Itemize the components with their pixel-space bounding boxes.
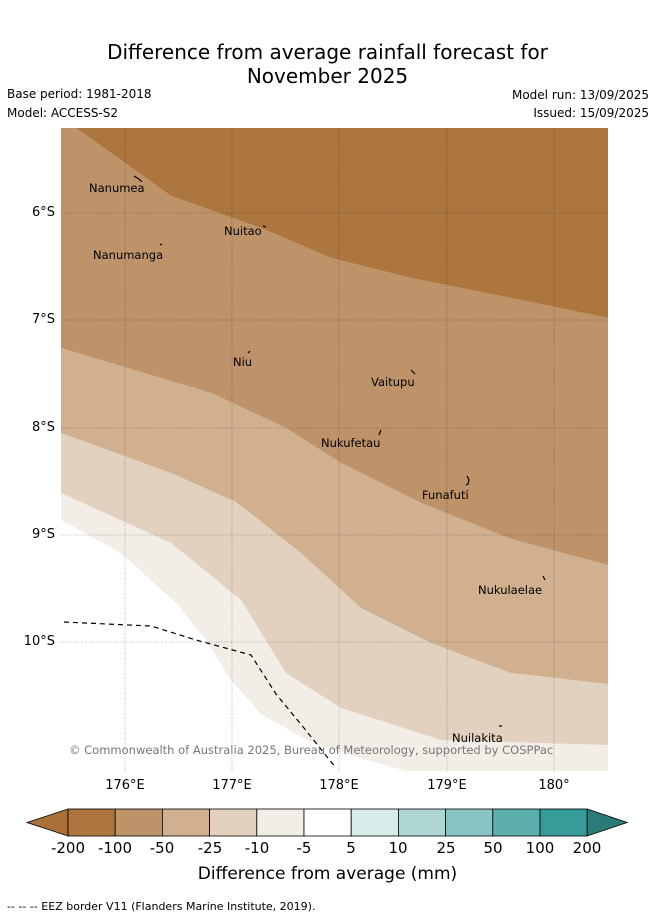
lon-label: 178°E xyxy=(319,778,359,793)
colorbar-tick: 10 xyxy=(388,839,408,857)
place-label: Niu xyxy=(233,355,252,369)
lat-label: 6°S xyxy=(31,205,55,220)
colorbar xyxy=(26,808,629,837)
colorbar-tick: 200 xyxy=(572,839,602,857)
colorbar-tick: -50 xyxy=(149,839,175,857)
colorbar-tick: -100 xyxy=(97,839,133,857)
colorbar-segment xyxy=(539,808,588,837)
place-label: Nanumanga xyxy=(93,248,163,262)
colorbar-segment xyxy=(67,808,116,837)
island-nukufetau xyxy=(378,429,382,436)
lat-label: 7°S xyxy=(31,312,55,327)
colorbar-tick: 50 xyxy=(483,839,503,857)
islands xyxy=(133,175,546,727)
lon-label: 179°E xyxy=(427,778,467,793)
colorbar-tick: 25 xyxy=(436,839,456,857)
eez-footnote: -- -- -- EEZ border V11 (Flanders Marine… xyxy=(7,900,316,913)
band-minus25-to-minus50 xyxy=(61,348,608,684)
place-label: Nukulaelae xyxy=(478,583,542,597)
colorbar-tick: -5 xyxy=(296,839,312,857)
title-line-2: November 2025 xyxy=(246,64,409,88)
island-nukulaelae xyxy=(542,575,546,581)
graticule xyxy=(61,128,608,772)
band-minus10-to-minus25 xyxy=(61,433,608,745)
model-name: Model: ACCESS-S2 xyxy=(7,106,119,120)
place-label: Nuilakita xyxy=(452,731,503,745)
issued-date: Issued: 15/09/2025 xyxy=(533,106,649,120)
island-funafuti xyxy=(465,475,470,486)
copyright-notice: © Commonwealth of Australia 2025, Bureau… xyxy=(69,743,553,757)
place-label: Nanumea xyxy=(89,181,145,195)
band-neutral xyxy=(61,520,608,772)
colorbar-segment xyxy=(492,808,541,837)
place-label: Funafuti xyxy=(422,488,469,502)
colorbar-segment xyxy=(256,808,305,837)
island-nuitao xyxy=(262,225,267,228)
island-niu xyxy=(247,350,251,354)
eez-border xyxy=(63,621,337,769)
colorbar-tick: 5 xyxy=(346,839,356,857)
colorbar-segment xyxy=(161,808,210,837)
lon-label: 176°E xyxy=(105,778,145,793)
lat-label: 8°S xyxy=(31,420,55,435)
lat-label: 10°S xyxy=(23,634,55,649)
model-run: Model run: 13/09/2025 xyxy=(511,88,649,102)
colorbar-tick: 100 xyxy=(525,839,555,857)
base-period: Base period: 1981-2018 xyxy=(7,87,152,101)
colorbar-segment xyxy=(350,808,399,837)
island-nanumea xyxy=(133,175,143,183)
place-label: Nuitao xyxy=(224,224,262,238)
band-minus5-to-minus10 xyxy=(61,493,608,771)
lon-label: 177°E xyxy=(212,778,252,793)
colorbar-segment xyxy=(397,808,446,837)
island-nanumanga xyxy=(159,243,163,246)
colorbar-extension-low xyxy=(26,808,69,837)
colorbar-segment xyxy=(303,808,352,837)
colorbar-tick: -10 xyxy=(244,839,270,857)
title-line-1: Difference from average rainfall forecas… xyxy=(107,40,548,64)
colorbar-title: Difference from average (mm) xyxy=(197,864,458,884)
colorbar-segment xyxy=(445,808,494,837)
map-title: Difference from average rainfall forecas… xyxy=(0,40,655,88)
colorbar-tick: -200 xyxy=(50,839,86,857)
band-minus50-to-minus100 xyxy=(61,128,608,565)
band-minus100-to-minus200 xyxy=(76,128,608,318)
colorbar-extension-high xyxy=(586,808,629,837)
colorbar-tick: -25 xyxy=(197,839,223,857)
colorbar-segment xyxy=(114,808,163,837)
rainfall-map: Nanumea Nuitao Nanumanga Niu Vaitupu Nuk… xyxy=(61,128,608,772)
colorbar-segment xyxy=(209,808,258,837)
lat-label: 9°S xyxy=(31,527,55,542)
island-vaitupu xyxy=(410,369,416,375)
place-label: Nukufetau xyxy=(321,436,380,450)
lon-label: 180° xyxy=(538,778,570,793)
place-label: Vaitupu xyxy=(371,375,415,389)
